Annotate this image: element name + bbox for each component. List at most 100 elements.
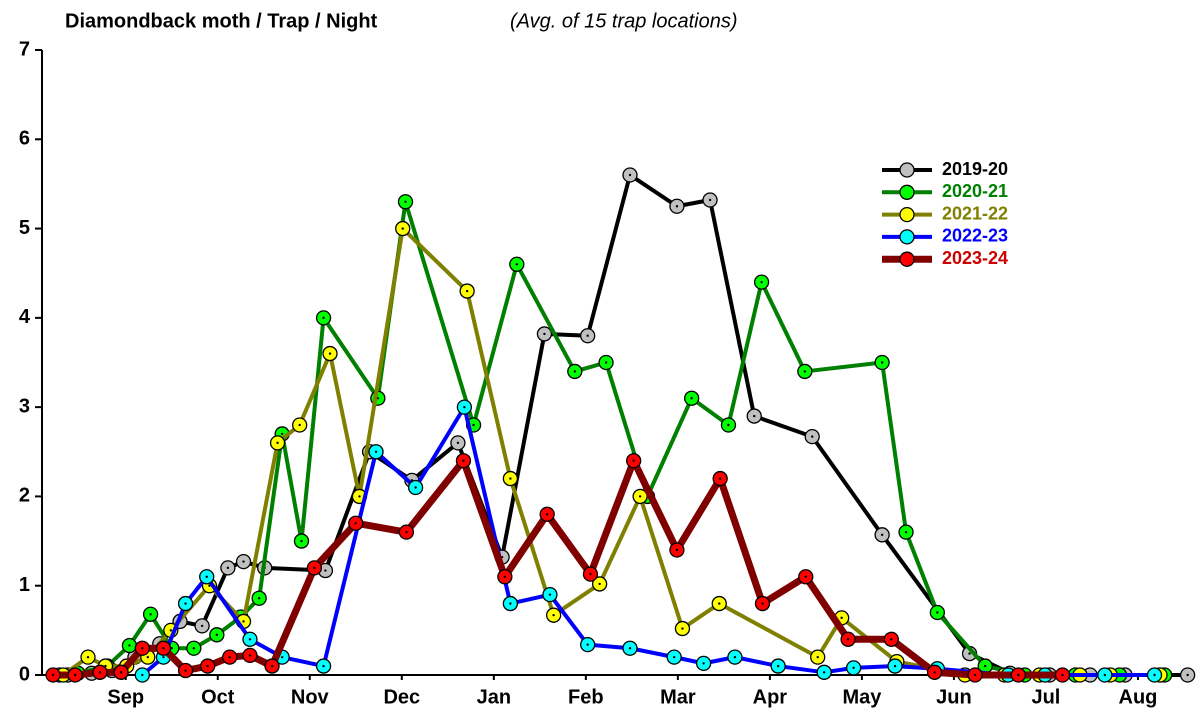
point-center xyxy=(890,638,893,641)
point-center xyxy=(776,664,780,668)
point-center xyxy=(586,643,589,646)
legend-label: 2020-21 xyxy=(942,181,1008,201)
point-center xyxy=(184,669,187,672)
point-center xyxy=(463,405,466,409)
x-tick-label: Jul xyxy=(1031,686,1060,708)
point-center xyxy=(718,477,722,480)
point-center xyxy=(162,647,165,650)
point-center xyxy=(933,671,936,674)
point-center xyxy=(638,495,642,498)
point-center xyxy=(733,655,737,659)
legend-label: 2019-20 xyxy=(942,159,1008,179)
point-center xyxy=(846,638,850,641)
point-center xyxy=(472,423,475,427)
point-center xyxy=(672,655,676,659)
point-center xyxy=(98,671,102,674)
point-center xyxy=(632,459,635,462)
point-center xyxy=(548,593,552,596)
y-tick-label: 3 xyxy=(19,395,30,417)
x-tick-label: Oct xyxy=(201,686,235,708)
point-center xyxy=(414,486,417,489)
point-center xyxy=(280,655,284,659)
y-tick-label: 5 xyxy=(19,217,30,239)
point-center xyxy=(586,334,589,337)
point-center xyxy=(1186,673,1189,677)
point-center xyxy=(760,280,763,284)
point-center xyxy=(354,522,357,525)
point-center xyxy=(462,459,465,462)
point-center xyxy=(248,654,252,657)
point-center xyxy=(509,477,512,480)
point-center xyxy=(205,575,208,578)
point-center xyxy=(228,655,231,659)
point-center xyxy=(248,638,252,641)
point-center xyxy=(681,627,684,630)
point-center xyxy=(242,620,245,623)
point-center xyxy=(718,602,721,605)
x-tick-label: Nov xyxy=(291,686,330,708)
point-center xyxy=(893,664,897,668)
point-center xyxy=(983,664,987,668)
point-center xyxy=(146,655,150,659)
point-center xyxy=(328,352,332,355)
point-center xyxy=(358,495,361,498)
point-center xyxy=(162,655,165,659)
point-center xyxy=(405,530,408,534)
point-center xyxy=(690,397,693,400)
point-center xyxy=(708,198,712,202)
legend-marker xyxy=(899,184,915,200)
point-center xyxy=(852,666,855,670)
point-center xyxy=(322,664,325,668)
point-center xyxy=(270,664,274,668)
point-center xyxy=(675,548,679,552)
point-center xyxy=(1017,673,1020,677)
point-center xyxy=(503,575,507,578)
x-tick-label: Aug xyxy=(1119,686,1158,708)
y-tick-label: 2 xyxy=(19,485,30,507)
y-tick-label: 0 xyxy=(19,663,30,685)
point-center xyxy=(840,616,843,620)
point-center xyxy=(298,423,301,427)
point-center xyxy=(51,673,55,677)
point-center xyxy=(543,332,546,336)
x-tick-label: Apr xyxy=(753,686,788,708)
point-center xyxy=(215,633,219,637)
y-tick-label: 7 xyxy=(19,38,30,60)
point-center xyxy=(141,647,144,650)
chart-title: Diamondback moth / Trap / Night xyxy=(65,10,378,32)
point-center xyxy=(761,602,764,605)
point-center xyxy=(628,173,632,177)
point-center xyxy=(149,613,152,616)
x-tick-label: Mar xyxy=(660,686,696,708)
series-line xyxy=(67,173,1188,677)
point-center xyxy=(280,432,284,436)
point-center xyxy=(86,655,90,659)
point-center xyxy=(675,205,679,208)
point-center xyxy=(604,361,608,364)
point-center xyxy=(1061,673,1064,677)
point-center xyxy=(192,647,196,650)
point-center xyxy=(313,566,316,570)
legend-marker xyxy=(899,251,915,267)
point-center xyxy=(811,435,814,438)
y-tick-label: 1 xyxy=(19,574,30,596)
point-center xyxy=(242,560,245,563)
point-center xyxy=(727,423,730,427)
legend-marker xyxy=(899,229,915,245)
legend-label: 2021-22 xyxy=(942,203,1008,223)
point-center xyxy=(169,629,173,632)
legend-label: 2022-23 xyxy=(942,226,1008,246)
y-tick-label: 6 xyxy=(19,128,30,150)
point-center xyxy=(1103,673,1107,677)
point-center xyxy=(374,450,378,453)
y-tick-label: 4 xyxy=(19,306,31,328)
point-center xyxy=(170,647,173,650)
point-center xyxy=(509,602,512,605)
point-center xyxy=(753,414,756,418)
point-center xyxy=(804,575,807,578)
point-center xyxy=(803,370,807,373)
point-center xyxy=(702,662,705,665)
x-tick-label: Dec xyxy=(383,686,420,708)
point-center xyxy=(141,673,144,677)
legend-marker xyxy=(899,206,915,223)
